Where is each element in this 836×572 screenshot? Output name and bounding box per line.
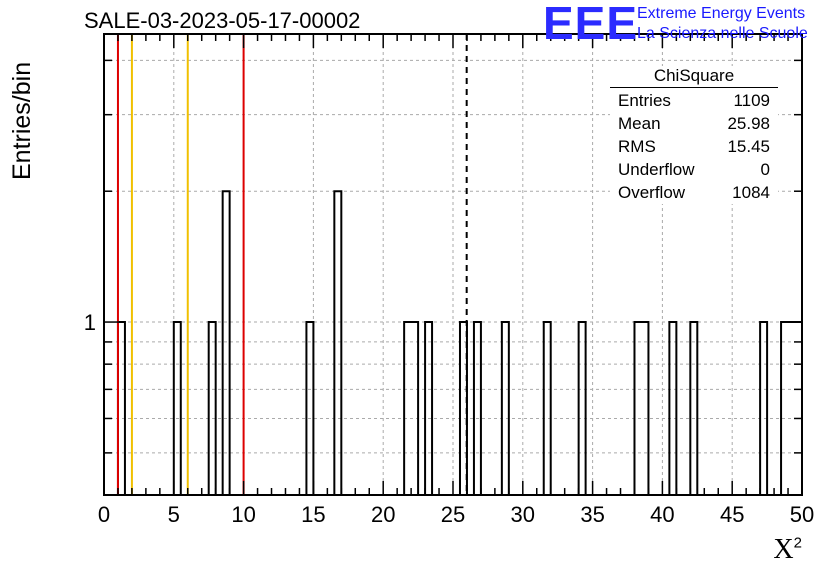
histogram-bin: [306, 322, 313, 495]
histogram-bin: [579, 322, 586, 495]
x-tick-label: 45: [720, 502, 744, 527]
histogram-bin: [411, 322, 418, 495]
x-axis-label-superscript: 2: [793, 534, 802, 552]
histogram-bin: [760, 322, 767, 495]
stats-row-rms: RMS 15.45: [610, 135, 778, 158]
x-tick-label: 0: [98, 502, 110, 527]
x-tick-label: 10: [231, 502, 255, 527]
histogram-bin: [404, 322, 411, 495]
histogram-bin: [544, 322, 551, 495]
stats-row-mean: Mean 25.98: [610, 112, 778, 135]
histogram-bin: [781, 322, 788, 495]
stats-label: Entries: [618, 91, 671, 110]
stats-label: Mean: [618, 114, 661, 133]
histogram-bin: [334, 191, 341, 495]
histogram-bin: [223, 191, 230, 495]
histogram-bin: [795, 322, 802, 495]
x-tick-label: 15: [301, 502, 325, 527]
stats-title: ChiSquare: [610, 66, 778, 88]
stats-label: RMS: [618, 137, 656, 156]
chart-title: SALE-03-2023-05-17-00002: [84, 8, 361, 33]
x-tick-label: 30: [511, 502, 535, 527]
histogram-bin: [634, 322, 641, 495]
histogram-bin: [669, 322, 676, 495]
logo-line-2: La Scienza nelle Scuole: [637, 25, 808, 42]
stats-label: Underflow: [618, 160, 695, 179]
x-tick-label: 35: [580, 502, 604, 527]
x-tick-label: 5: [168, 502, 180, 527]
x-axis-label: X2: [773, 534, 802, 566]
histogram-bin: [788, 322, 795, 495]
x-tick-label: 50: [790, 502, 814, 527]
histogram-bin: [425, 322, 432, 495]
histogram-bars: [116, 190, 803, 495]
histogram-bin: [690, 322, 697, 495]
histogram-bin: [174, 322, 181, 495]
logo-caption: Extreme Energy Events La Scienza nelle S…: [637, 4, 808, 44]
y-axis-label: Entries/bin: [8, 61, 36, 180]
stats-value: 25.98: [727, 114, 770, 133]
x-tick-label: 40: [650, 502, 674, 527]
y-tick-label: 1: [84, 310, 96, 335]
stats-row-entries: Entries 1109: [610, 89, 778, 112]
histogram-bin: [474, 322, 481, 495]
histogram-bin: [118, 322, 125, 495]
stats-box: ChiSquare Entries 1109 Mean 25.98 RMS 15…: [610, 66, 778, 204]
logo-line-1: Extreme Energy Events: [637, 5, 806, 22]
stats-row-overflow: Overflow 1084: [610, 181, 778, 204]
histogram-bin: [641, 322, 648, 495]
x-tick-label: 20: [371, 502, 395, 527]
eee-logo: EEE: [543, 0, 639, 49]
x-axis-label-symbol: X: [773, 534, 794, 565]
stats-value: 0: [760, 160, 770, 179]
x-tick-label: 25: [441, 502, 465, 527]
stats-value: 1084: [732, 183, 770, 202]
histogram-bin: [209, 322, 216, 495]
stats-value: 1109: [733, 91, 770, 110]
stats-row-underflow: Underflow 0: [610, 158, 778, 181]
histogram-bin: [502, 322, 509, 495]
stats-value: 15.45: [727, 137, 770, 156]
stats-label: Overflow: [618, 183, 686, 202]
